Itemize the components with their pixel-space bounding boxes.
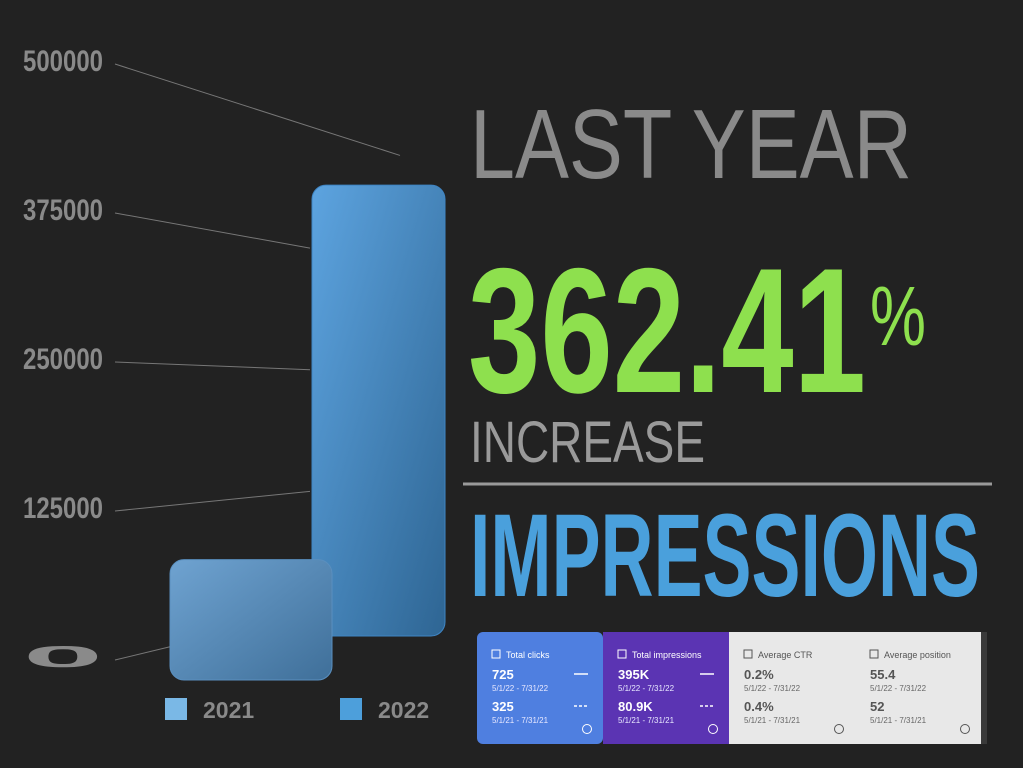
grid-line — [114, 361, 311, 371]
legend-label: 2021 — [203, 697, 254, 723]
metric-previous: 325 — [492, 699, 514, 714]
metric-previous-range: 5/1/21 - 7/31/21 — [870, 716, 927, 725]
headline-unit: % — [870, 269, 926, 363]
metric-previous-range: 5/1/21 - 7/31/21 — [744, 716, 801, 725]
metric-card — [477, 632, 603, 744]
metric-current: 0.2% — [744, 667, 774, 682]
metric-previous-range: 5/1/21 - 7/31/21 — [618, 716, 675, 725]
headline-top: LAST YEAR — [470, 89, 912, 199]
metric-previous: 0.4% — [744, 699, 774, 714]
metric-current-range: 5/1/22 - 7/31/22 — [618, 684, 675, 693]
grid-line — [114, 490, 311, 512]
bar — [169, 559, 333, 681]
y-tick-label: 375000 — [23, 194, 103, 227]
metric-current: 395K — [618, 667, 650, 682]
metric-previous: 80.9K — [618, 699, 653, 714]
metric-label: Average position — [884, 650, 951, 660]
grid-line — [114, 646, 171, 661]
y-tick-label: 500000 — [23, 45, 103, 78]
help-icon — [582, 724, 592, 734]
metric-previous: 52 — [870, 699, 884, 714]
metric-label: Average CTR — [758, 650, 813, 660]
checkbox — [743, 649, 753, 659]
checkbox — [617, 649, 627, 659]
grid-line — [114, 212, 311, 249]
checkbox — [491, 649, 501, 659]
legend-label: 2022 — [378, 697, 429, 723]
metric-label: Total clicks — [506, 650, 550, 660]
metric-card — [603, 632, 729, 744]
legend-swatch — [340, 698, 362, 720]
metric-current: 55.4 — [870, 667, 896, 682]
checkbox — [869, 649, 879, 659]
metric-current-range: 5/1/22 - 7/31/22 — [744, 684, 801, 693]
card-edge — [979, 632, 987, 744]
bar — [311, 184, 446, 637]
legend-swatch — [165, 698, 187, 720]
headline-metric: IMPRESSIONS — [470, 490, 980, 622]
metric-current-range: 5/1/22 - 7/31/22 — [870, 684, 927, 693]
help-icon — [834, 724, 844, 734]
help-icon — [960, 724, 970, 734]
metric-card — [855, 632, 981, 744]
metric-current-range: 5/1/22 - 7/31/22 — [492, 684, 549, 693]
grid-line — [114, 63, 401, 156]
headline-word: INCREASE — [470, 410, 705, 475]
metric-label: Total impressions — [632, 650, 702, 660]
metric-previous-range: 5/1/21 - 7/31/21 — [492, 716, 549, 725]
y-tick-label: 250000 — [23, 343, 103, 376]
headline-number: 362.41 — [468, 231, 866, 430]
y-tick-label: 125000 — [23, 492, 103, 525]
help-icon — [708, 724, 718, 734]
metric-card — [729, 632, 855, 744]
metric-current: 725 — [492, 667, 514, 682]
y-tick-label: 0 — [23, 641, 103, 674]
